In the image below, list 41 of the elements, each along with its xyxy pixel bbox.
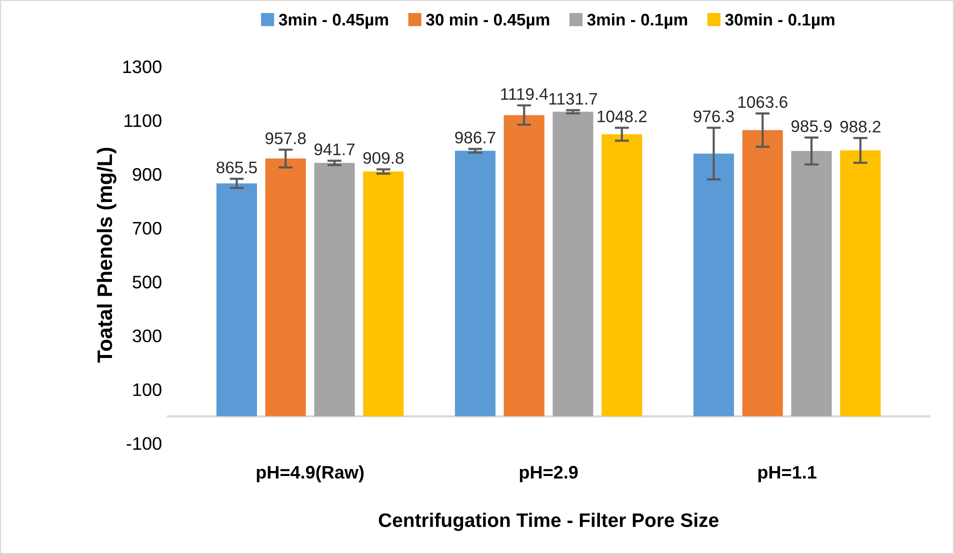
- legend-label: 30 min - 0.45µm: [426, 13, 550, 29]
- bar: [791, 151, 832, 416]
- data-label: 1131.7: [549, 92, 598, 105]
- data-label: 865.5: [216, 162, 257, 174]
- x-tick-label: pH=4.9(Raw): [256, 465, 364, 482]
- bar: [840, 150, 881, 416]
- data-label: 1119.4: [501, 88, 548, 100]
- y-tick-label: 700: [132, 222, 162, 235]
- data-label: 976.3: [694, 110, 734, 122]
- y-tick-label: 900: [132, 168, 162, 181]
- x-tick-label: pH=1.1: [758, 466, 816, 482]
- bar: [314, 162, 355, 416]
- bar: [552, 112, 594, 416]
- data-label: 985.9: [791, 120, 832, 132]
- bar: [216, 183, 257, 416]
- data-label: 988.2: [840, 120, 880, 133]
- legend-label: 3min - 0.1µm: [587, 13, 688, 29]
- data-label: 957.8: [266, 132, 306, 144]
- y-tick-label: 100: [133, 383, 162, 396]
- bar: [742, 130, 783, 416]
- bar: [693, 154, 734, 416]
- y-tick-label: 1300: [123, 60, 162, 74]
- y-axis-title: Toatal Phenols (mg/L): [96, 148, 116, 363]
- data-label: 909.8: [363, 152, 404, 164]
- data-label: 986.7: [455, 132, 496, 144]
- y-tick-label: 500: [132, 276, 162, 288]
- legend-label: 3min - 0.45µm: [278, 13, 388, 29]
- legend-label: 30min - 0.1µm: [725, 13, 834, 29]
- data-label: 941.7: [314, 143, 355, 156]
- y-tick-label: 300: [132, 330, 162, 342]
- y-tick-label: -100: [126, 437, 162, 450]
- data-label: 1063.6: [738, 96, 788, 108]
- data-label: 1048.2: [598, 110, 647, 122]
- bar: [602, 134, 642, 416]
- y-tick-label: 1100: [124, 114, 162, 128]
- bar: [504, 115, 544, 416]
- bar: [454, 150, 496, 416]
- bar: [363, 171, 404, 416]
- bar: [265, 158, 306, 416]
- x-axis-title: Centrifugation Time - Filter Pore Size: [378, 512, 718, 532]
- x-tick-label: pH=2.9: [520, 466, 578, 482]
